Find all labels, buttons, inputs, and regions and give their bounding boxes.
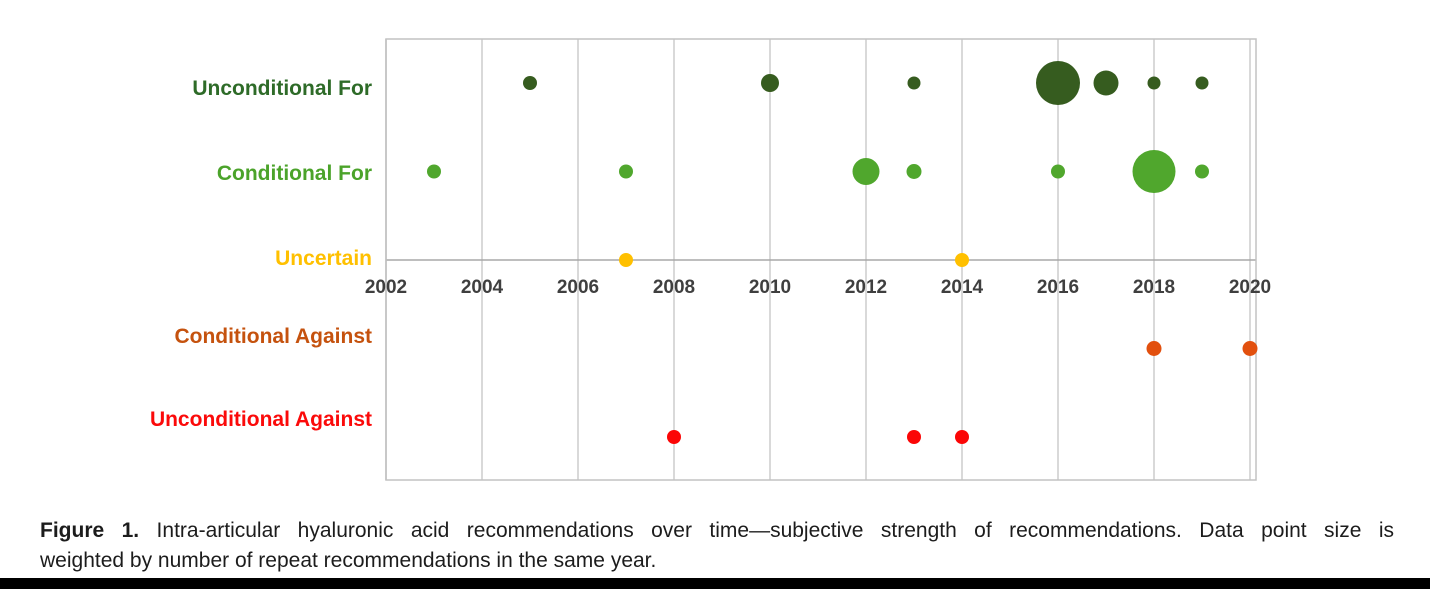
- figure-caption: Figure 1. Intra-articular hyaluronic aci…: [40, 516, 1394, 576]
- x-tick-label: 2006: [557, 277, 599, 298]
- data-point: [667, 430, 681, 444]
- figure-caption-line1: Figure 1. Intra-articular hyaluronic aci…: [40, 516, 1394, 546]
- data-point: [619, 253, 633, 267]
- x-tick-label: 2018: [1133, 277, 1175, 298]
- data-point: [1036, 61, 1080, 105]
- category-label: Conditional For: [217, 162, 372, 185]
- figure-caption-text: Intra-articular hyaluronic acid recommen…: [139, 519, 1394, 542]
- x-tick-label: 2016: [1037, 277, 1079, 298]
- x-tick-label: 2014: [941, 277, 984, 298]
- x-tick-label: 2002: [365, 277, 407, 298]
- data-point: [907, 430, 921, 444]
- figure-caption-line2: weighted by number of repeat recommendat…: [40, 549, 657, 572]
- bottom-rule: [0, 578, 1430, 589]
- category-label: Unconditional Against: [150, 408, 372, 431]
- category-label: Conditional Against: [174, 325, 372, 348]
- data-point: [1242, 341, 1258, 356]
- data-point: [1132, 150, 1176, 193]
- data-point: [1195, 76, 1209, 90]
- chart-area: 2002 2004 2006 2008 2010 2012 2014 2016 2018 2020…: [150, 38, 1271, 481]
- x-tick-label: 2004: [461, 277, 504, 298]
- data-point: [1051, 164, 1065, 179]
- data-point: [852, 158, 880, 185]
- data-point: [907, 76, 921, 90]
- category-label: Uncertain: [275, 247, 372, 270]
- data-point: [906, 164, 922, 179]
- x-tick-label: 2020: [1229, 277, 1271, 298]
- data-point: [955, 253, 969, 267]
- x-tick-label: 2010: [749, 277, 791, 298]
- bubble-chart: 2002 2004 2006 2008 2010 2012 2014 2016 2018 2020…: [150, 38, 1271, 481]
- data-point: [955, 430, 969, 444]
- data-point: [619, 164, 633, 179]
- x-tick-label: 2008: [653, 277, 695, 298]
- data-point: [761, 74, 779, 92]
- data-point: [427, 164, 441, 179]
- plot-border: [385, 38, 1257, 481]
- figure-caption-label: Figure 1.: [40, 519, 140, 542]
- data-point: [1147, 76, 1161, 90]
- category-label: Unconditional For: [192, 77, 372, 100]
- data-point: [1093, 70, 1119, 96]
- data-point: [523, 76, 537, 90]
- x-tick-label: 2012: [845, 277, 887, 298]
- data-point: [1195, 164, 1209, 179]
- data-point: [1146, 341, 1162, 356]
